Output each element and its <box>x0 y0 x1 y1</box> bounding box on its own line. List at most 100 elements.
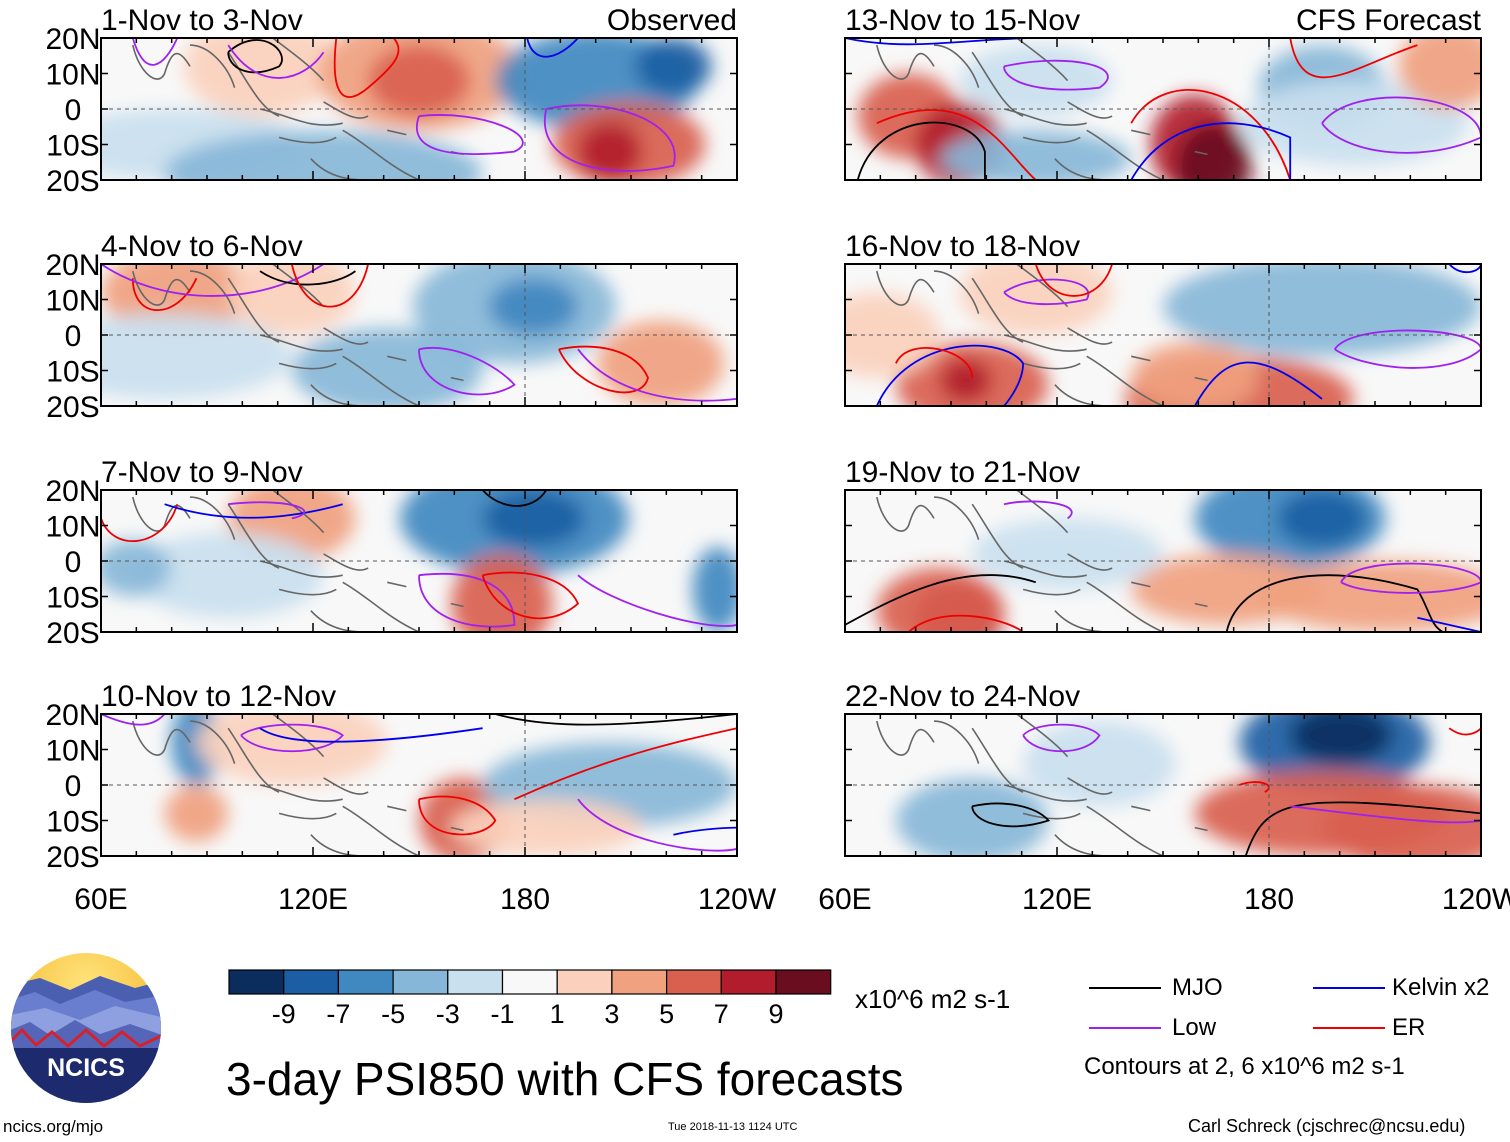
legend-mjo-line <box>1089 987 1161 989</box>
coastline <box>1067 327 1113 345</box>
panel: 22-Nov to 24-Nov <box>844 680 1482 857</box>
coastline <box>450 602 464 608</box>
contour-line <box>481 490 547 507</box>
contour-line <box>1238 781 1270 793</box>
colorbar-label: -9 <box>272 999 296 1029</box>
panel-tag: CFS Forecast <box>1296 4 1482 37</box>
contour-line <box>131 277 198 312</box>
contour-line <box>495 714 737 726</box>
lat-label: 10N <box>45 735 100 768</box>
panel-tag: Observed <box>607 4 737 37</box>
coastline <box>342 805 420 856</box>
lat-label: 10N <box>45 59 100 92</box>
footer-timestamp: Tue 2018-11-13 1124 UTC <box>668 1121 798 1133</box>
contour-line <box>259 727 483 743</box>
legend-low-label: Low <box>1172 1014 1217 1041</box>
coastline <box>1131 129 1151 136</box>
footer-url[interactable]: ncics.org/mjo <box>3 1117 104 1136</box>
footer-author: Carl Schreck (cjschrec@ncsu.edu) <box>1188 1116 1466 1136</box>
contour-line <box>416 114 524 155</box>
legend-mjo-label: MJO <box>1172 974 1223 1001</box>
panel-title: 13-Nov to 15-Nov <box>845 4 1080 37</box>
legend-contour-note: Contours at 2, 6 x10^6 m2 s-1 <box>1084 1053 1405 1080</box>
colorbar-units: x10^6 m2 s-1 <box>855 984 1011 1014</box>
lon-label: 180 <box>1244 883 1294 916</box>
contour-line <box>101 503 179 542</box>
lon-label: 120E <box>1022 883 1092 916</box>
lat-label: 20S <box>46 841 99 874</box>
contour-line <box>1003 278 1090 306</box>
coastline <box>1131 581 1151 588</box>
coastline <box>387 355 407 362</box>
contour-line <box>290 264 369 308</box>
coastline <box>1194 150 1208 156</box>
lon-label: 120W <box>1442 883 1510 916</box>
contour-line <box>1003 59 1109 91</box>
lat-label: 0 <box>65 94 82 127</box>
colorbar-swatch <box>611 969 668 995</box>
coastline <box>876 720 935 756</box>
coastline <box>1086 355 1164 406</box>
colorbar-label: 3 <box>604 999 619 1029</box>
contour-line <box>908 614 1024 632</box>
contour-line <box>895 347 974 378</box>
panel-title: 4-Nov to 6-Nov <box>101 230 303 263</box>
contour-line <box>418 347 516 396</box>
contour-line <box>1194 361 1323 406</box>
contour-line <box>240 723 345 753</box>
coastline <box>259 334 343 352</box>
coastline <box>387 129 407 136</box>
lat-label: 10N <box>45 511 100 544</box>
coastline <box>259 784 343 802</box>
coastline <box>278 362 337 370</box>
coastline <box>933 720 980 764</box>
coastline <box>278 136 337 144</box>
lat-label: 20S <box>46 165 99 198</box>
coastline <box>342 581 420 632</box>
lon-label: 180 <box>500 883 550 916</box>
lat-label: 10S <box>46 356 99 389</box>
contour-line <box>1003 500 1073 520</box>
contour-line <box>856 121 986 180</box>
contour-line <box>164 503 343 519</box>
panel-title: 1-Nov to 3-Nov <box>101 4 303 37</box>
coastline <box>323 101 369 119</box>
coastline <box>450 826 464 832</box>
contour-line <box>101 264 325 297</box>
coastline <box>259 560 343 578</box>
colorbar-swatch <box>775 969 832 995</box>
lat-label: 20N <box>45 699 100 732</box>
contour-line <box>1225 574 1444 632</box>
colorbar-label: 1 <box>550 999 565 1029</box>
colorbar-swatch <box>337 969 394 995</box>
lat-label: 20N <box>45 23 100 56</box>
coastline <box>342 129 420 180</box>
coastline <box>342 355 420 406</box>
coastline <box>323 327 369 345</box>
colorbar-swatch <box>228 969 285 995</box>
colorbar-label: 7 <box>714 999 729 1029</box>
lat-label: 10S <box>46 806 99 839</box>
coastline <box>132 270 191 306</box>
coastline <box>189 720 236 764</box>
lat-label: 0 <box>65 320 82 353</box>
colorbar-swatch <box>556 969 613 995</box>
lat-label: 20N <box>45 475 100 508</box>
coastline <box>876 270 935 306</box>
coastline <box>189 496 236 540</box>
lat-label: 10N <box>45 285 100 318</box>
panel-title: 19-Nov to 21-Nov <box>845 456 1080 489</box>
contour-line <box>228 501 306 520</box>
lon-label: 120W <box>698 883 777 916</box>
contour-line <box>1034 264 1113 297</box>
colorbar: -9 -7 -5 -3 -1 1 3 5 7 9 <box>228 969 832 1029</box>
contour-line <box>101 714 166 726</box>
coastline <box>323 777 369 795</box>
contour-line <box>876 109 1037 180</box>
contour-line <box>1244 801 1481 856</box>
coastline <box>1003 560 1087 578</box>
contour-line <box>131 38 179 66</box>
colorbar-label: 5 <box>659 999 674 1029</box>
contour-line <box>1289 38 1418 79</box>
